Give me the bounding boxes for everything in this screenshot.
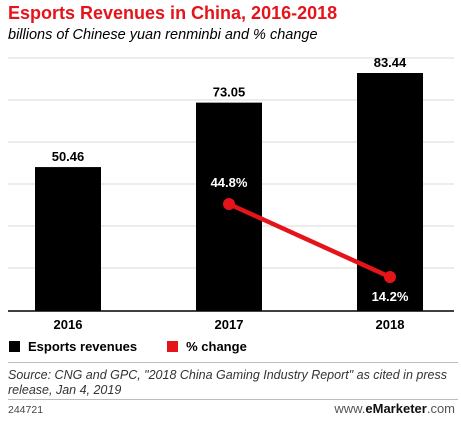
change-point-2018	[384, 271, 396, 283]
change-point-2017	[223, 198, 235, 210]
bar-2016	[35, 167, 101, 311]
chart-subtitle: billions of Chinese yuan renminbi and % …	[8, 27, 318, 43]
footer-divider-top	[8, 362, 458, 363]
legend-item-esports-revenues: Esports revenues	[9, 339, 137, 354]
legend-label-esports-revenues: Esports revenues	[28, 339, 138, 354]
bar-value-label-2017: 73.05	[213, 85, 246, 100]
source-note: Source: CNG and GPC, "2018 China Gaming …	[8, 368, 447, 397]
x-tick-label-2017: 2017	[215, 317, 244, 332]
brand-logo[interactable]: www.eMarketer.com	[334, 401, 455, 416]
footer-divider-bottom	[8, 399, 458, 400]
legend-item-percent-change: % change	[167, 339, 247, 354]
bar-value-label-2016: 50.46	[52, 149, 85, 164]
legend-swatch-percent-change	[167, 341, 179, 352]
chart-title: Esports Revenues in China, 2016-2018	[8, 3, 338, 23]
brand-suffix: .com	[426, 401, 455, 416]
change-line-segment-0	[228, 201, 391, 280]
change-label-2018: 14.2%	[372, 289, 409, 304]
brand-prefix: www.	[334, 401, 366, 416]
chart-area: 50.46 73.05 83.44 2016 2017 2018 44.8% 14.2%	[8, 55, 454, 332]
bar-value-label-2018: 83.44	[374, 55, 407, 70]
chart-id: 244721	[8, 404, 44, 416]
legend-label-percent-change: % change	[186, 339, 247, 354]
change-label-2017: 44.8%	[211, 175, 248, 190]
legend: Esports revenues % change	[9, 339, 277, 354]
x-tick-label-2016: 2016	[54, 317, 83, 332]
x-tick-label-2018: 2018	[376, 317, 405, 332]
brand-name: eMarketer	[365, 401, 427, 416]
legend-swatch-esports-revenues	[9, 341, 20, 352]
